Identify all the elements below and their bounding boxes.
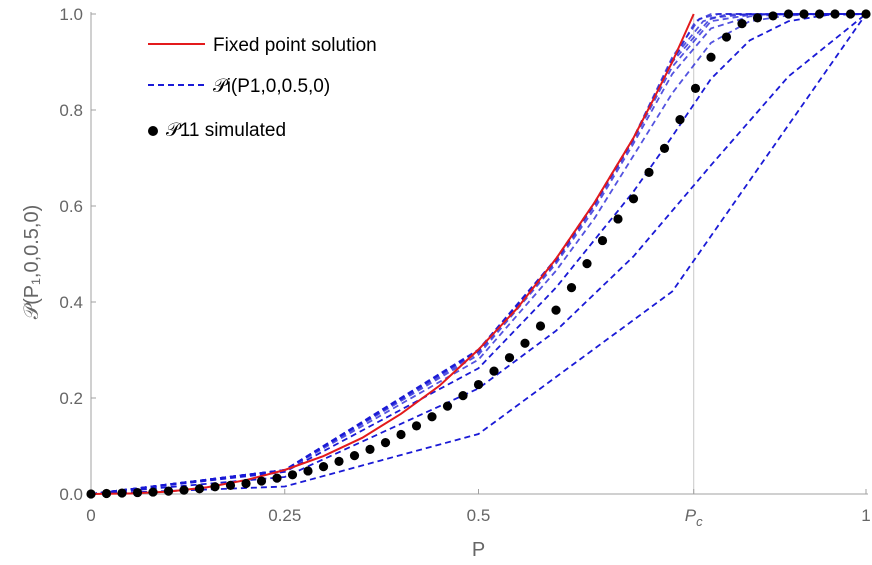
simulated-point [303, 466, 313, 476]
x-tick-label: 0 [86, 506, 95, 525]
simulated-point [799, 9, 809, 19]
simulated-point [644, 167, 654, 177]
tick-labels: 0 0.25 0.5 Pc 1 0.0 0.2 0.4 0.6 0.8 1.0 [59, 5, 870, 529]
simulated-point [628, 194, 639, 204]
legend-label-simulated: 𝒫11 simulated [166, 120, 286, 141]
simulated-point [551, 305, 561, 315]
y-tick-label: 0.6 [59, 197, 83, 216]
simulated-point [365, 444, 375, 454]
simulated-point [566, 283, 577, 293]
iterate-curve [90, 13, 867, 495]
iterate-curve [90, 13, 866, 495]
iterate-curve [90, 13, 867, 495]
simulated-point [132, 487, 143, 498]
simulated-point [427, 412, 437, 422]
tick-marks [90, 13, 867, 495]
simulated-point [504, 353, 515, 363]
simulated-point [814, 9, 825, 19]
x-tick-label: 0.5 [467, 506, 491, 525]
simulated-point [473, 379, 484, 390]
iterate-curve [90, 13, 866, 495]
y-tick-label: 0.8 [59, 101, 83, 120]
legend: Fixed point solution 𝒫i(P1,0,0.5,0) 𝒫11 … [148, 35, 377, 141]
simulated-point [706, 52, 716, 62]
iterate-curve [90, 13, 867, 495]
y-axis-title: 𝒫(P₁,0,0.5,0) [21, 205, 43, 320]
simulated-point [163, 486, 174, 496]
simulated-point [86, 489, 96, 499]
y-tick-label: 0.2 [59, 389, 83, 408]
simulated-point [148, 487, 158, 497]
simulated-point [349, 451, 360, 461]
simulated-point [210, 482, 220, 492]
y-tick-label: 1.0 [59, 5, 83, 24]
simulated-point [334, 456, 344, 466]
x-tick-label: 0.25 [268, 506, 301, 525]
legend-swatch-simulated [148, 126, 158, 136]
simulated-point [225, 480, 236, 490]
y-tick-label: 0.4 [59, 293, 83, 312]
legend-label-fixed-point: Fixed point solution [213, 35, 377, 56]
simulated-point [861, 9, 871, 19]
simulated-point [830, 9, 840, 19]
simulated-point [489, 366, 499, 376]
simulated-point [535, 321, 546, 331]
simulated-point [318, 462, 329, 472]
simulated-point [752, 13, 763, 23]
simulated-point [194, 484, 205, 494]
simulated-point [783, 9, 794, 19]
simulated-point [845, 9, 856, 19]
simulated-point [659, 143, 670, 153]
iterate-curve [90, 13, 866, 495]
simulated-point [520, 338, 530, 348]
simulated-point [597, 235, 608, 246]
simulated-point [396, 429, 406, 440]
simulated-point [287, 470, 298, 480]
simulated-point [675, 115, 685, 125]
simulated-point [241, 478, 251, 489]
y-tick-label: 0.0 [59, 485, 83, 504]
simulated-point [101, 488, 112, 499]
simulated-points [86, 9, 871, 499]
simulated-point [380, 438, 391, 448]
simulated-point [272, 473, 282, 483]
legend-label-iterates: 𝒫i(P1,0,0.5,0) [213, 76, 330, 97]
iterate-curve [90, 13, 867, 495]
iterate-curve [90, 13, 866, 495]
simulated-point [582, 259, 592, 269]
simulated-point [442, 401, 453, 411]
simulated-point [179, 485, 189, 495]
simulated-point [690, 83, 701, 93]
simulated-point [411, 421, 422, 431]
simulated-point [458, 391, 468, 401]
series [90, 13, 867, 495]
x-tick-label: Pc [685, 506, 703, 529]
axes [90, 12, 868, 495]
x-tick-label: 1 [861, 506, 870, 525]
simulated-point [613, 214, 623, 224]
simulated-point [768, 11, 778, 21]
iterate-curve [90, 13, 866, 495]
simulated-point [737, 19, 747, 29]
iterate-curve [90, 13, 866, 495]
simulated-point [256, 476, 267, 486]
simulated-point [117, 488, 127, 498]
x-axis-title: P [472, 539, 485, 561]
simulated-point [721, 32, 732, 42]
